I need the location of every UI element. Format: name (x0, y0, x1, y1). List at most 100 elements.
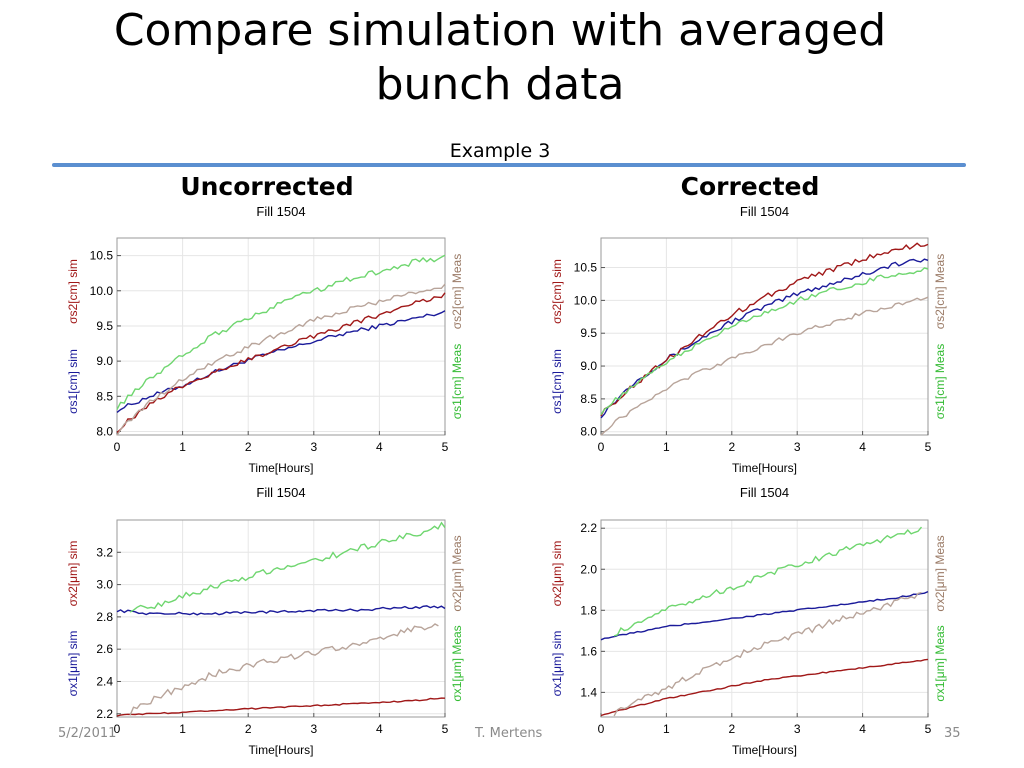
series-line-sim1 (116, 605, 446, 616)
y-tick-label: 2.8 (96, 610, 113, 624)
y-tick-label: 2.2 (96, 707, 113, 721)
y-tick-label: 9.5 (96, 319, 113, 333)
y-axis-label-sim2: σx2[μm] sim (66, 541, 80, 607)
plot-frame (600, 237, 929, 436)
x-tick-label: 4 (859, 722, 866, 736)
y-axis-label-sim2: σs2[cm] sim (550, 259, 564, 324)
x-tick-label: 4 (376, 722, 383, 736)
x-tick-label: 0 (598, 440, 605, 454)
series-line-meas2 (129, 623, 439, 716)
y-axis-label-meas2: σs2[cm] Meas (450, 254, 464, 329)
y-tick-label: 9.0 (580, 359, 597, 373)
y-axis-label-meas1: σx1[μm] Meas (450, 625, 464, 701)
series-line-sim1 (600, 590, 929, 641)
x-tick-label: 3 (794, 440, 801, 454)
y-tick-label: 10.5 (90, 249, 114, 263)
series-line-sim2 (600, 242, 929, 417)
y-tick-label: 1.8 (580, 603, 597, 617)
x-tick-label: 4 (859, 440, 866, 454)
y-tick-label: 3.0 (96, 578, 113, 592)
y-tick-label: 9.0 (96, 354, 113, 368)
x-tick-label: 0 (114, 440, 121, 454)
x-tick-label: 0 (598, 722, 605, 736)
x-tick-label: 5 (925, 440, 932, 454)
y-tick-label: 8.0 (580, 425, 597, 439)
plot-frame (116, 519, 446, 718)
footer-author: T. Mertens (475, 726, 543, 741)
x-tick-label: 3 (310, 722, 317, 736)
x-tick-label: 1 (663, 722, 670, 736)
slide-title-line2: bunch data (375, 58, 625, 110)
x-tick-label: 2 (245, 722, 252, 736)
y-axis-label-meas2: σx2[μm] Meas (933, 535, 947, 611)
series-line-sim2 (116, 697, 446, 717)
y-tick-label: 1.6 (580, 644, 597, 658)
y-axis-label-meas1: σs1[cm] Meas (450, 344, 464, 419)
y-axis-label-sim1: σs1[cm] sim (66, 349, 80, 414)
y-axis-label-sim2: σs2[cm] sim (66, 259, 80, 324)
y-tick-label: 10.0 (90, 284, 114, 298)
slide-title: Compare simulation with averaged bunch d… (0, 4, 1000, 111)
y-tick-label: 2.6 (96, 642, 113, 656)
series-line-sim1 (116, 310, 446, 413)
y-axis-label-sim1: σx1[μm] sim (550, 631, 564, 697)
y-axis-label-sim2: σx2[μm] sim (550, 541, 564, 607)
x-tick-label: 1 (663, 440, 670, 454)
right-heading: Corrected (680, 172, 820, 201)
series-line-sim2 (116, 292, 446, 434)
plot-frame (116, 237, 446, 436)
plot-frame (600, 519, 929, 718)
chart-title: Fill 1504 (256, 485, 305, 500)
y-tick-label: 2.0 (580, 562, 597, 576)
y-tick-label: 8.5 (96, 389, 113, 403)
x-tick-label: 2 (728, 722, 735, 736)
y-tick-label: 8.0 (96, 424, 113, 438)
slide-title-line1: Compare simulation with averaged (113, 5, 887, 56)
footer-date: 5/2/2011 (58, 726, 117, 741)
series-line-meas1 (129, 521, 446, 613)
series-line-meas2 (613, 591, 922, 717)
x-tick-label: 5 (442, 722, 449, 736)
x-axis-label: Time[Hours] (249, 743, 314, 757)
x-tick-label: 2 (728, 440, 735, 454)
x-tick-label: 5 (925, 722, 932, 736)
x-axis-label: Time[Hours] (732, 461, 797, 475)
y-tick-label: 10.5 (574, 261, 598, 275)
y-axis-label-meas1: σx1[μm] Meas (933, 625, 947, 701)
series-line-meas1 (600, 267, 929, 415)
y-axis-label-sim1: σx1[μm] sim (66, 631, 80, 697)
y-axis-label-sim1: σs1[cm] sim (550, 349, 564, 414)
x-axis-label: Time[Hours] (732, 743, 797, 757)
x-tick-label: 4 (376, 440, 383, 454)
title-divider (52, 163, 966, 167)
y-tick-label: 2.4 (96, 674, 113, 688)
y-axis-label-meas1: σs1[cm] Meas (933, 344, 947, 419)
y-tick-label: 1.4 (580, 685, 597, 699)
y-axis-label-meas2: σx2[μm] Meas (450, 535, 464, 611)
chart-title: Fill 1504 (256, 204, 305, 219)
series-line-meas2 (600, 296, 929, 436)
y-tick-label: 10.0 (574, 293, 598, 307)
x-tick-label: 1 (179, 440, 186, 454)
y-tick-label: 8.5 (580, 392, 597, 406)
footer-page-number: 35 (944, 726, 961, 741)
chart-title: Fill 1504 (740, 204, 789, 219)
y-tick-label: 9.5 (580, 326, 597, 340)
x-axis-label: Time[Hours] (249, 461, 314, 475)
x-tick-label: 5 (442, 440, 449, 454)
x-tick-label: 3 (794, 722, 801, 736)
y-axis-label-meas2: σs2[cm] Meas (933, 254, 947, 329)
x-tick-label: 2 (245, 440, 252, 454)
chart-title: Fill 1504 (740, 485, 789, 500)
series-line-sim1 (600, 258, 929, 419)
slide-subtitle: Example 3 (449, 140, 551, 162)
y-tick-label: 2.2 (580, 521, 597, 535)
series-line-meas2 (116, 283, 446, 436)
series-line-meas1 (116, 254, 446, 410)
x-tick-label: 3 (310, 440, 317, 454)
series-line-sim2 (600, 658, 929, 717)
